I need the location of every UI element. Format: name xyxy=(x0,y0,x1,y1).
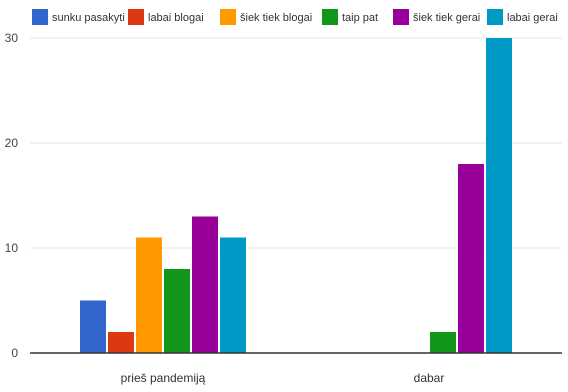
legend-label: sunku pasakyti xyxy=(52,12,125,24)
y-axis-ticks: 0 10 20 30 xyxy=(5,31,19,360)
legend-label: labai blogai xyxy=(148,12,204,24)
bar xyxy=(430,332,456,353)
legend-label: taip pat xyxy=(342,12,378,24)
x-category-label: dabar xyxy=(414,371,445,385)
y-tick-label: 20 xyxy=(5,136,19,150)
legend-swatch xyxy=(322,9,338,25)
y-tick-label: 30 xyxy=(5,31,19,45)
bar xyxy=(486,38,512,353)
legend-swatch xyxy=(32,9,48,25)
y-tick-label: 10 xyxy=(5,241,19,255)
x-category-label: prieš pandemiją xyxy=(121,371,206,385)
legend: sunku pasakyti labai blogai šiek tiek blog… xyxy=(32,9,558,25)
bar xyxy=(80,300,106,353)
legend-swatch xyxy=(128,9,144,25)
bar xyxy=(136,237,162,353)
legend-label: šiek tiek gerai xyxy=(413,12,480,24)
legend-swatch xyxy=(393,9,409,25)
y-tick-label: 0 xyxy=(11,346,18,360)
legend-label: šiek tiek blogai xyxy=(240,12,312,24)
legend-swatch xyxy=(220,9,236,25)
bars xyxy=(80,38,512,353)
bar xyxy=(458,164,484,353)
bar xyxy=(164,269,190,353)
x-axis-categories: prieš pandemiją dabar xyxy=(121,371,445,385)
legend-swatch xyxy=(487,9,503,25)
bar xyxy=(220,237,246,353)
legend-label: labai gerai xyxy=(507,12,558,24)
bar xyxy=(108,332,134,353)
bar xyxy=(192,216,218,353)
